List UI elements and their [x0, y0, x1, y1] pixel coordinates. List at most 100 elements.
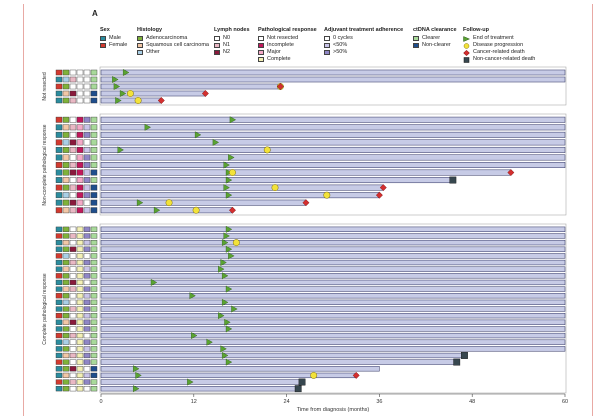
covariate-cell	[90, 286, 98, 292]
legend-item: Complete	[258, 56, 317, 63]
survival-bar	[100, 266, 566, 272]
covariate-cell	[55, 124, 63, 131]
covariate-cell	[69, 386, 77, 392]
survival-bar	[100, 326, 566, 332]
panel-label: A	[92, 9, 98, 18]
covariate-cell	[83, 162, 91, 168]
covariate-cell	[62, 162, 70, 168]
x-tick-label: 24	[284, 399, 290, 405]
covariate-cell	[83, 319, 91, 325]
end-of-treatment-marker	[113, 82, 121, 91]
disease-progression-marker	[263, 146, 271, 154]
covariate-cell	[55, 240, 63, 246]
covariate-cell	[62, 386, 70, 392]
x-tick-label: 48	[469, 399, 475, 405]
covariate-cell	[55, 313, 63, 319]
disease-progression-marker	[323, 191, 331, 199]
covariate-cell	[90, 306, 98, 312]
covariate-cell	[76, 116, 84, 123]
red-diamond-icon	[463, 49, 470, 56]
covariate-cell	[62, 124, 70, 131]
covariate-cell	[90, 169, 98, 176]
end-of-treatment-marker	[117, 146, 124, 154]
end-of-treatment-marker	[218, 265, 225, 273]
covariate-cell	[69, 199, 77, 206]
covariate-cell	[55, 162, 63, 168]
legend-item: N1	[214, 42, 250, 49]
covariate-cell	[62, 226, 70, 232]
covariate-cell	[76, 76, 84, 83]
end-of-treatment-marker	[189, 292, 196, 300]
covariate-cell	[83, 154, 91, 161]
covariate-cell	[83, 306, 91, 312]
survival-bar	[100, 226, 566, 232]
covariate-cell	[76, 259, 84, 266]
covariate-cell	[76, 184, 84, 191]
covariate-cell	[83, 346, 91, 352]
covariate-cell	[62, 177, 70, 183]
covariate-cell	[62, 76, 70, 83]
end-of-treatment-marker	[225, 176, 233, 184]
covariate-cell	[76, 246, 84, 252]
covariate-cell	[76, 293, 84, 299]
covariate-cell	[69, 372, 77, 378]
covariate-cell	[62, 319, 70, 325]
covariate-cell	[90, 366, 98, 372]
end-of-treatment-marker	[220, 258, 227, 267]
covariate-cell	[76, 147, 84, 153]
covariate-cell	[62, 240, 70, 246]
covariate-cell	[55, 246, 63, 252]
group-panel	[99, 113, 567, 216]
covariate-cell	[62, 69, 70, 76]
swatch	[137, 36, 143, 41]
covariate-cell	[83, 184, 91, 191]
end-of-treatment-marker	[218, 312, 225, 320]
covariate-cell	[76, 366, 84, 372]
covariate-cell	[69, 319, 77, 325]
covariate-cell	[76, 226, 84, 232]
covariate-cell	[90, 359, 98, 365]
survival-bar	[100, 286, 566, 292]
covariate-cell	[69, 352, 77, 359]
covariate-cell	[76, 386, 84, 392]
covariate-cell	[55, 177, 63, 183]
covariate-cell	[83, 169, 91, 176]
legend-item: N0	[214, 35, 250, 42]
x-tick-label: 0	[99, 399, 102, 405]
end-of-treatment-marker	[225, 225, 233, 233]
cancer-related-death-marker	[302, 199, 310, 207]
legend-histology: Histology Adenocarcinoma Squamous cell c…	[137, 27, 209, 56]
covariate-cell	[69, 366, 77, 372]
covariate-cell	[69, 313, 77, 319]
green-triangle-icon	[463, 35, 470, 42]
covariate-cell	[83, 326, 91, 332]
legend-item: Cancer-related death	[463, 49, 535, 56]
legend-label: Non-clearer	[422, 42, 451, 48]
group-panel	[99, 223, 567, 394]
covariate-cell	[90, 199, 98, 206]
survival-bar	[100, 154, 566, 161]
covariate-cell	[76, 124, 84, 131]
covariate-cell	[62, 253, 70, 259]
covariate-cell	[62, 192, 70, 199]
end-of-treatment-marker	[133, 365, 140, 373]
end-of-treatment-marker	[225, 245, 233, 253]
end-of-treatment-marker	[194, 131, 202, 139]
covariate-cell	[55, 97, 63, 104]
covariate-cell	[90, 131, 98, 138]
legend-label: Female	[109, 42, 128, 48]
covariate-cell	[62, 259, 70, 266]
x-tick-label: 36	[376, 399, 382, 405]
covariate-cell	[62, 116, 70, 123]
covariate-cell	[62, 332, 70, 339]
covariate-cell	[90, 273, 98, 279]
covariate-cell	[55, 69, 63, 76]
covariate-cell	[76, 90, 84, 97]
covariate-cell	[55, 339, 63, 345]
covariate-cell	[69, 240, 77, 246]
survival-bar	[100, 192, 380, 199]
covariate-cell	[55, 139, 63, 146]
legend-label: <50%	[333, 42, 348, 48]
survival-bar	[100, 177, 454, 184]
covariate-cell	[69, 207, 77, 214]
